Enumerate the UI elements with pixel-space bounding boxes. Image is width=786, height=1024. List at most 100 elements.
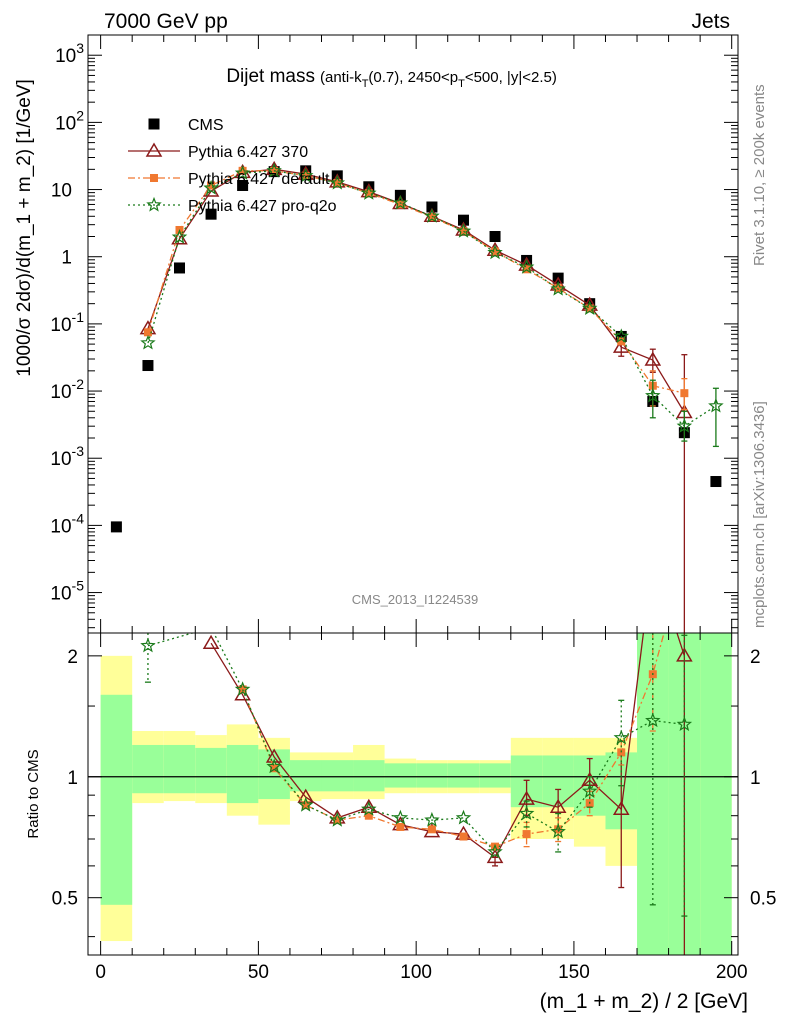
- data-point: [171, 229, 188, 244]
- header-right: Jets: [691, 10, 730, 33]
- ratio-y-tick-label: 2: [67, 647, 78, 668]
- y-tick-label: 10-3: [50, 443, 84, 470]
- data-point: [234, 165, 251, 180]
- data-point: [617, 337, 626, 346]
- data-point: [238, 166, 247, 175]
- ratio-point: [645, 712, 661, 728]
- ratio-point: [140, 637, 156, 653]
- main-plot-frame: [87, 34, 739, 634]
- ratio-point: [265, 748, 283, 763]
- data-point: [329, 174, 346, 190]
- main-plot: CMS_2013_I1224539 Dijet mass (anti-kT(0.…: [14, 34, 739, 955]
- legend-marker: [150, 174, 158, 182]
- ratio-point: [427, 825, 436, 834]
- data-point: [426, 201, 438, 213]
- uncertainty-band-inner: [226, 744, 259, 804]
- uncertainty-band-inner: [479, 763, 511, 788]
- data-point: [676, 418, 693, 433]
- data-point: [143, 328, 152, 337]
- series-pythia-6-427-pro-q2o: [140, 162, 724, 448]
- uncertainty-band-inner: [416, 763, 448, 788]
- ratio-point: [301, 801, 310, 810]
- data-point: [554, 284, 563, 293]
- data-point: [708, 397, 724, 413]
- ratio-point: [459, 832, 468, 841]
- data-point: [364, 189, 373, 198]
- ratio-point: [518, 790, 535, 805]
- data-point: [142, 360, 154, 372]
- ratio-y-tick-label-right: 2: [750, 647, 761, 668]
- uncertainty-band-inner: [195, 747, 227, 794]
- ratio-point: [676, 716, 693, 732]
- ratio-y-tick-label: 0.5: [52, 889, 78, 910]
- rivet-label: Rivet 3.1.10, ≥ 200k events: [751, 84, 768, 266]
- data-point: [205, 208, 217, 220]
- data-point: [174, 262, 186, 274]
- ratio-point: [549, 798, 567, 813]
- uncertainty-band-inner: [447, 763, 480, 788]
- mcplots-label: mcplots.cern.ch [arXiv:1306.3436]: [751, 401, 768, 628]
- data-point: [110, 521, 122, 533]
- data-point: [518, 258, 535, 274]
- y-tick-label: 102: [55, 107, 84, 134]
- legend-marker: [145, 142, 163, 157]
- ratio-point: [392, 809, 409, 825]
- plot-title-sub: (anti-kT(0.7), 2450<pT<500, |y|<2.5): [320, 69, 557, 90]
- ratio-point: [613, 729, 629, 745]
- ratio-point: [364, 811, 373, 820]
- data-point: [613, 328, 629, 344]
- legend-marker: [146, 196, 162, 212]
- ratio-point: [518, 805, 535, 821]
- uncertainty-band-inner: [132, 744, 164, 794]
- series-pythia-6-427-370: [139, 160, 693, 633]
- data-point: [266, 162, 282, 178]
- data-point: [333, 179, 342, 188]
- legend: CMS Pythia 6.427 370 Pythia 6.427 default P…: [128, 117, 337, 215]
- legend-label: Pythia 6.427 370: [188, 144, 308, 161]
- legend-item-pythia-6-427-default: Pythia 6.427 default: [128, 171, 330, 188]
- data-point: [424, 208, 440, 223]
- data-point: [396, 200, 405, 209]
- legend-item-pythia-6-427-370: Pythia 6.427 370: [128, 142, 308, 161]
- legend-label: Pythia 6.427 pro-q2o: [188, 198, 337, 215]
- data-point: [360, 185, 377, 200]
- ratio-point: [612, 800, 630, 816]
- ratio-plot: 0.5 0.5 1 1 2 2 0 50 100 150 200 Ratio to CMS (m_1…: [25, 632, 776, 1013]
- data-point: [585, 304, 594, 313]
- ratio-line: [147, 633, 685, 853]
- data-point: [581, 300, 598, 316]
- data-point: [487, 244, 503, 260]
- uncertainty-band-inner: [700, 633, 732, 955]
- y-tick-label: 10-2: [50, 376, 84, 403]
- legend-label: Pythia 6.427 default: [188, 171, 330, 188]
- uncertainty-band-inner: [321, 760, 354, 792]
- ratio-line: [241, 633, 665, 848]
- data-point: [644, 351, 662, 366]
- data-point: [489, 231, 501, 243]
- ratio-y-label: Ratio to CMS: [25, 749, 42, 838]
- y-tick-label: 10-5: [50, 578, 84, 605]
- ratio-series-pythia-6-427-pro-q2o: [140, 633, 693, 917]
- ratio-y-tick-label-right: 0.5: [750, 889, 776, 910]
- data-point: [140, 334, 156, 350]
- series-line: [147, 170, 685, 394]
- header-left: 7000 GeV pp: [104, 10, 228, 33]
- data-point: [710, 476, 722, 488]
- uncertainty-band-inner: [163, 744, 196, 794]
- data-point: [491, 247, 500, 256]
- data-point: [612, 338, 630, 353]
- data-point: [455, 223, 472, 238]
- ratio-point: [617, 748, 626, 757]
- uncertainty-band-inner: [289, 760, 322, 792]
- series-cms: [110, 165, 722, 533]
- ratio-point: [396, 822, 405, 831]
- ratio-y-tick-label-right: 1: [750, 768, 761, 789]
- y-axis-label: 1000/σ 2dσ)/d(m_1 + m_2) [1/GeV]: [14, 79, 35, 377]
- y-tick-label: 103: [55, 40, 84, 67]
- x-tick-label: 50: [248, 962, 269, 983]
- ratio-point: [238, 685, 247, 694]
- uncertainty-band-inner: [384, 763, 417, 788]
- legend-marker: [148, 118, 160, 130]
- x-axis-label: (m_1 + m_2) / 2 [GeV]: [540, 990, 748, 1013]
- ratio-point: [487, 843, 503, 859]
